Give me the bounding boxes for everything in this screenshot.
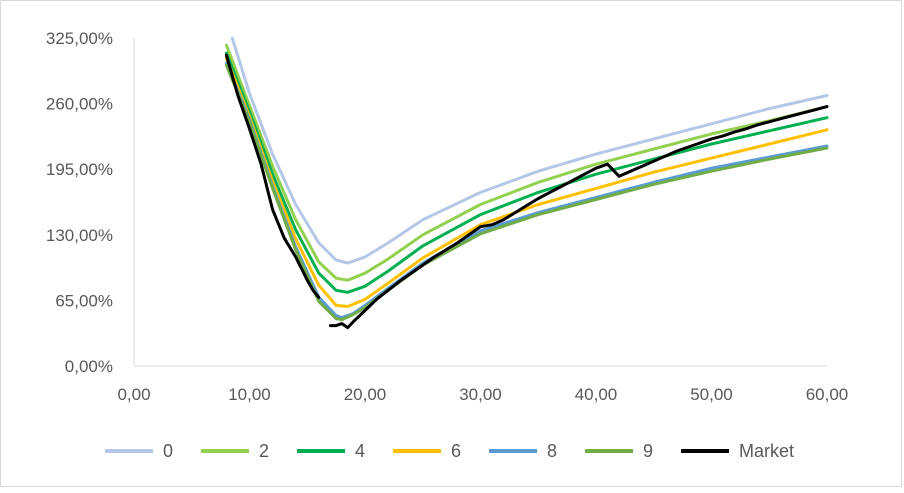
series-line-2 [224, 43, 829, 282]
x-tick-label: 50,00 [690, 385, 733, 404]
axes: 0,00% 65,00% 130,00% 195,00% 260,00% 325,00% 0… [46, 29, 848, 404]
legend-label-market: Market [739, 441, 794, 461]
series-line-6 [224, 56, 829, 308]
y-tick-label: 195,00% [46, 160, 113, 179]
y-tick-label: 260,00% [46, 95, 113, 114]
series-line-market-2 [328, 105, 829, 330]
y-tick-label: 325,00% [46, 29, 113, 48]
legend: 0 2 4 6 8 9 Market [105, 441, 794, 461]
legend-label-6: 6 [451, 441, 461, 461]
legend-label-9: 9 [643, 441, 653, 461]
legend-label-2: 2 [259, 441, 269, 461]
legend-label-4: 4 [355, 441, 365, 461]
legend-label-0: 0 [163, 441, 173, 461]
x-tick-label: 60,00 [806, 385, 849, 404]
series-line-market [224, 53, 321, 299]
series-line-0 [230, 36, 829, 265]
series-lines [224, 36, 829, 330]
y-tick-label: 65,00% [55, 291, 113, 310]
x-tick-label: 40,00 [575, 385, 618, 404]
y-tick-label: 0,00% [65, 357, 113, 376]
y-tick-label: 130,00% [46, 226, 113, 245]
x-tick-label: 20,00 [344, 385, 387, 404]
x-tick-label: 10,00 [228, 385, 271, 404]
x-tick-label: 0,00 [117, 385, 150, 404]
x-tick-label: 30,00 [459, 385, 502, 404]
legend-label-8: 8 [547, 441, 557, 461]
